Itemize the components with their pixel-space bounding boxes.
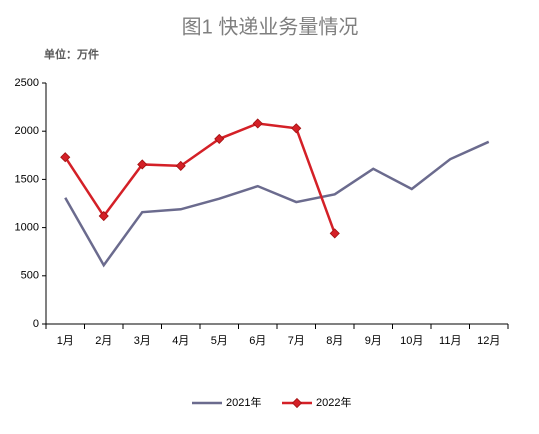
x-tick-label: 10月 [400,335,423,347]
point [291,123,302,134]
y-tick-label: 2500 [15,77,39,89]
legend-marker [291,397,303,409]
y-tick-label: 1500 [15,173,39,185]
x-tick-label: 11月 [439,335,461,347]
y-tick-label: 2000 [15,125,39,137]
legend-label: 2021年 [226,395,261,409]
x-tick-label: 4月 [172,335,189,347]
point [98,210,109,222]
x-tick-label: 2月 [95,335,112,347]
x-tick-label: 9月 [365,335,382,347]
x-tick-label: 7月 [288,335,305,347]
x-tick-label: 8月 [326,335,343,347]
line-series [64,122,336,234]
point [329,228,340,239]
point [137,159,148,170]
x-tick-label: 3月 [134,335,151,347]
point [252,118,263,129]
legend-label: 2022年 [316,395,351,409]
y-tick-label: 0 [33,318,39,330]
x-tick-label: 1月 [57,335,74,347]
y-tick-label: 1000 [15,222,39,234]
x-tick-label: 12月 [477,335,500,347]
y-tick-label: 500 [21,270,39,282]
point [214,133,225,144]
point [60,152,71,163]
chart-title: 图1 快递业务量情况 [182,15,359,38]
x-tick-label: 6月 [249,335,266,347]
line-series [64,140,490,268]
point [175,160,186,171]
x-tick-label: 5月 [211,335,228,347]
unit-label: 单位：万件 [44,47,99,61]
